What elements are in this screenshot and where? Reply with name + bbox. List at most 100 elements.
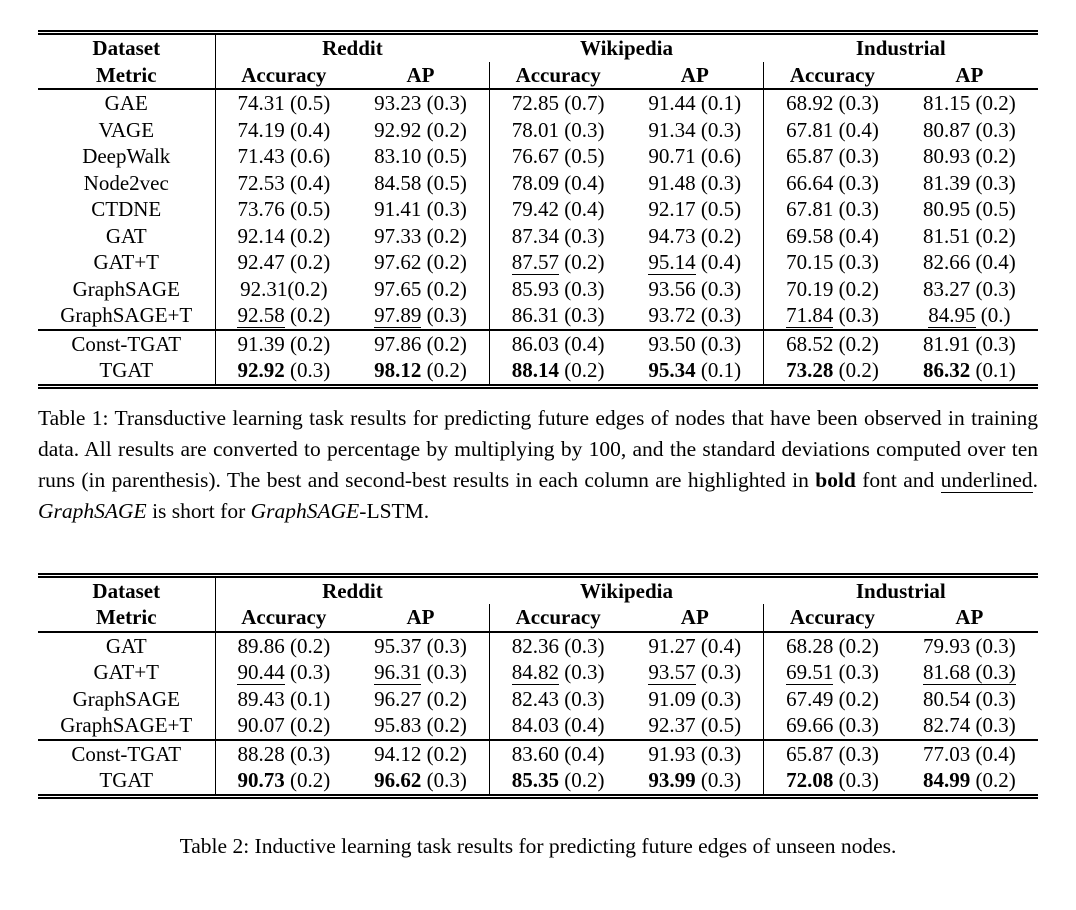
result-cell: 69.58 (0.4) [763, 222, 901, 249]
header-ap-reddit: AP [352, 61, 490, 90]
result-cell: 66.64 (0.3) [763, 169, 901, 196]
result-cell: 90.73 (0.2) [214, 767, 353, 796]
result-cell: 91.39 (0.2) [214, 328, 353, 357]
model-name: TGAT [38, 767, 216, 796]
result-cell: 81.39 (0.3) [923, 170, 1016, 195]
table-header-metric-row: Metric Accuracy AP Accuracy AP Accuracy … [38, 604, 1038, 633]
result-cell: 95.83 (0.2) [374, 713, 467, 737]
header-accuracy-industrial: Accuracy [763, 61, 901, 90]
result-cell: 98.12 (0.2) [374, 358, 467, 382]
result-cell: 92.14 (0.2) [214, 222, 353, 249]
model-name: Node2vec [38, 169, 216, 196]
result-cell: 88.28 (0.3) [214, 738, 353, 767]
header-ap-reddit: AP [352, 604, 490, 633]
result-cell: 91.34 (0.3) [648, 117, 742, 142]
result-cell: 89.86 (0.2) [214, 631, 353, 659]
table-row: TGAT 92.92 (0.3) 98.12 (0.2) 88.14 (0.2) 95.… [38, 357, 1038, 386]
table-header-group-row: Dataset Reddit Wikipedia Industrial [38, 32, 1038, 62]
table-inductive-results: Dataset Reddit Wikipedia Industrial Metr… [38, 572, 1038, 799]
result-cell: 92.58 (0.2) [214, 302, 353, 330]
header-ap-wikipedia: AP [626, 61, 764, 90]
model-name: CTDNE [38, 196, 216, 223]
table2-caption: Table 2: Inductive learning task results… [179, 833, 897, 858]
table-row: GAT+T 90.44 (0.3) 96.31 (0.3) 84.82 (0.3) 93… [38, 659, 1038, 686]
result-cell: 84.82 (0.3) [488, 659, 627, 686]
header-ap-industrial: AP [900, 604, 1038, 633]
result-cell: 71.43 (0.6) [214, 143, 353, 170]
result-cell: 95.14 (0.4) [648, 250, 742, 275]
result-cell: 93.72 (0.3) [648, 303, 742, 327]
header-group-reddit: Reddit [322, 36, 383, 60]
model-name: GraphSAGE [38, 685, 216, 712]
result-cell: 79.42 (0.4) [488, 196, 627, 223]
table-row: GAT+T 92.47 (0.2) 97.62 (0.2) 87.57 (0.2) 95… [38, 249, 1038, 276]
result-cell: 72.85 (0.7) [488, 89, 627, 117]
header-metric-label: Metric [38, 604, 216, 633]
result-cell: 78.09 (0.4) [488, 169, 627, 196]
model-name: GAT+T [38, 249, 216, 276]
header-dataset-label: Dataset [38, 32, 216, 62]
result-cell: 94.73 (0.2) [648, 223, 742, 248]
result-cell: 68.28 (0.2) [763, 631, 901, 659]
result-cell: 92.47 (0.2) [214, 249, 353, 276]
result-cell: 95.37 (0.3) [374, 633, 467, 658]
result-cell: 80.95 (0.5) [923, 197, 1016, 221]
result-cell: 81.68 (0.3) [923, 660, 1016, 685]
result-cell: 84.99 (0.2) [923, 768, 1016, 792]
header-accuracy-reddit: Accuracy [214, 604, 353, 633]
result-cell: 87.34 (0.3) [488, 222, 627, 249]
result-cell: 96.31 (0.3) [374, 660, 467, 685]
result-cell: 89.43 (0.1) [214, 685, 353, 712]
result-cell: 84.95 (0.) [928, 303, 1011, 328]
model-name: GraphSAGE+T [38, 712, 216, 740]
result-cell: 91.44 (0.1) [648, 91, 742, 115]
result-cell: 80.54 (0.3) [923, 686, 1016, 711]
table-header-group-row: Dataset Reddit Wikipedia Industrial [38, 575, 1038, 604]
result-cell: 79.93 (0.3) [923, 633, 1016, 658]
table1-caption: Table 1: Transductive learning task resu… [38, 405, 1038, 523]
result-cell: 81.51 (0.2) [923, 223, 1016, 248]
result-cell: 92.92 (0.2) [374, 117, 467, 142]
result-cell: 97.86 (0.2) [352, 328, 490, 357]
result-cell: 90.07 (0.2) [214, 712, 353, 740]
result-cell: 80.87 (0.3) [923, 117, 1016, 142]
header-accuracy-industrial: Accuracy [763, 604, 901, 633]
result-cell: 97.89 (0.3) [374, 303, 467, 328]
result-cell: 91.09 (0.3) [648, 686, 742, 711]
result-cell: 92.92 (0.3) [214, 357, 353, 386]
table-row: GraphSAGE+T 92.58 (0.2) 97.89 (0.3) 86.31 (… [38, 302, 1038, 330]
result-cell: 90.71 (0.6) [648, 144, 742, 168]
header-ap-industrial: AP [900, 61, 1038, 90]
result-cell: 81.15 (0.2) [923, 91, 1016, 115]
result-cell: 93.56 (0.3) [648, 276, 742, 301]
result-cell: 81.91 (0.3) [900, 328, 1038, 357]
model-name: TGAT [38, 357, 216, 386]
header-group-industrial: Industrial [855, 578, 946, 603]
header-accuracy-wikipedia: Accuracy [488, 604, 627, 633]
result-cell: 83.60 (0.4) [488, 738, 627, 767]
table-row: Const-TGAT 88.28 (0.3) 94.12 (0.2) 83.60 (0… [38, 738, 1038, 767]
header-dataset-label: Dataset [38, 575, 216, 604]
table-row: GraphSAGE+T 90.07 (0.2) 95.83 (0.2) 84.03 (… [38, 712, 1038, 740]
model-name: Const-TGAT [38, 328, 216, 357]
result-cell: 91.48 (0.3) [648, 170, 742, 195]
result-cell: 86.32 (0.1) [923, 358, 1016, 382]
result-cell: 85.35 (0.2) [488, 767, 627, 796]
result-cell: 90.44 (0.3) [214, 659, 353, 686]
result-cell: 71.84 (0.3) [763, 302, 901, 330]
result-cell: 72.08 (0.3) [763, 767, 901, 796]
model-name: GAE [38, 89, 216, 117]
result-cell: 70.19 (0.2) [763, 275, 901, 302]
table-row: GraphSAGE 89.43 (0.1) 96.27 (0.2) 82.43 (0.… [38, 685, 1038, 712]
header-group-wikipedia: Wikipedia [579, 578, 673, 603]
model-name: VAGE [38, 116, 216, 143]
header-group-reddit: Reddit [322, 578, 383, 603]
model-name: DeepWalk [38, 143, 216, 170]
document-page: { "page": { "background": "#ffffff", "te… [0, 30, 1076, 910]
header-accuracy-wikipedia: Accuracy [488, 61, 627, 90]
result-cell: 97.33 (0.2) [374, 223, 467, 248]
result-cell: 86.03 (0.4) [488, 328, 627, 357]
result-cell: 93.99 (0.3) [648, 768, 742, 792]
header-ap-wikipedia: AP [626, 604, 764, 633]
model-name: GAT [38, 222, 216, 249]
